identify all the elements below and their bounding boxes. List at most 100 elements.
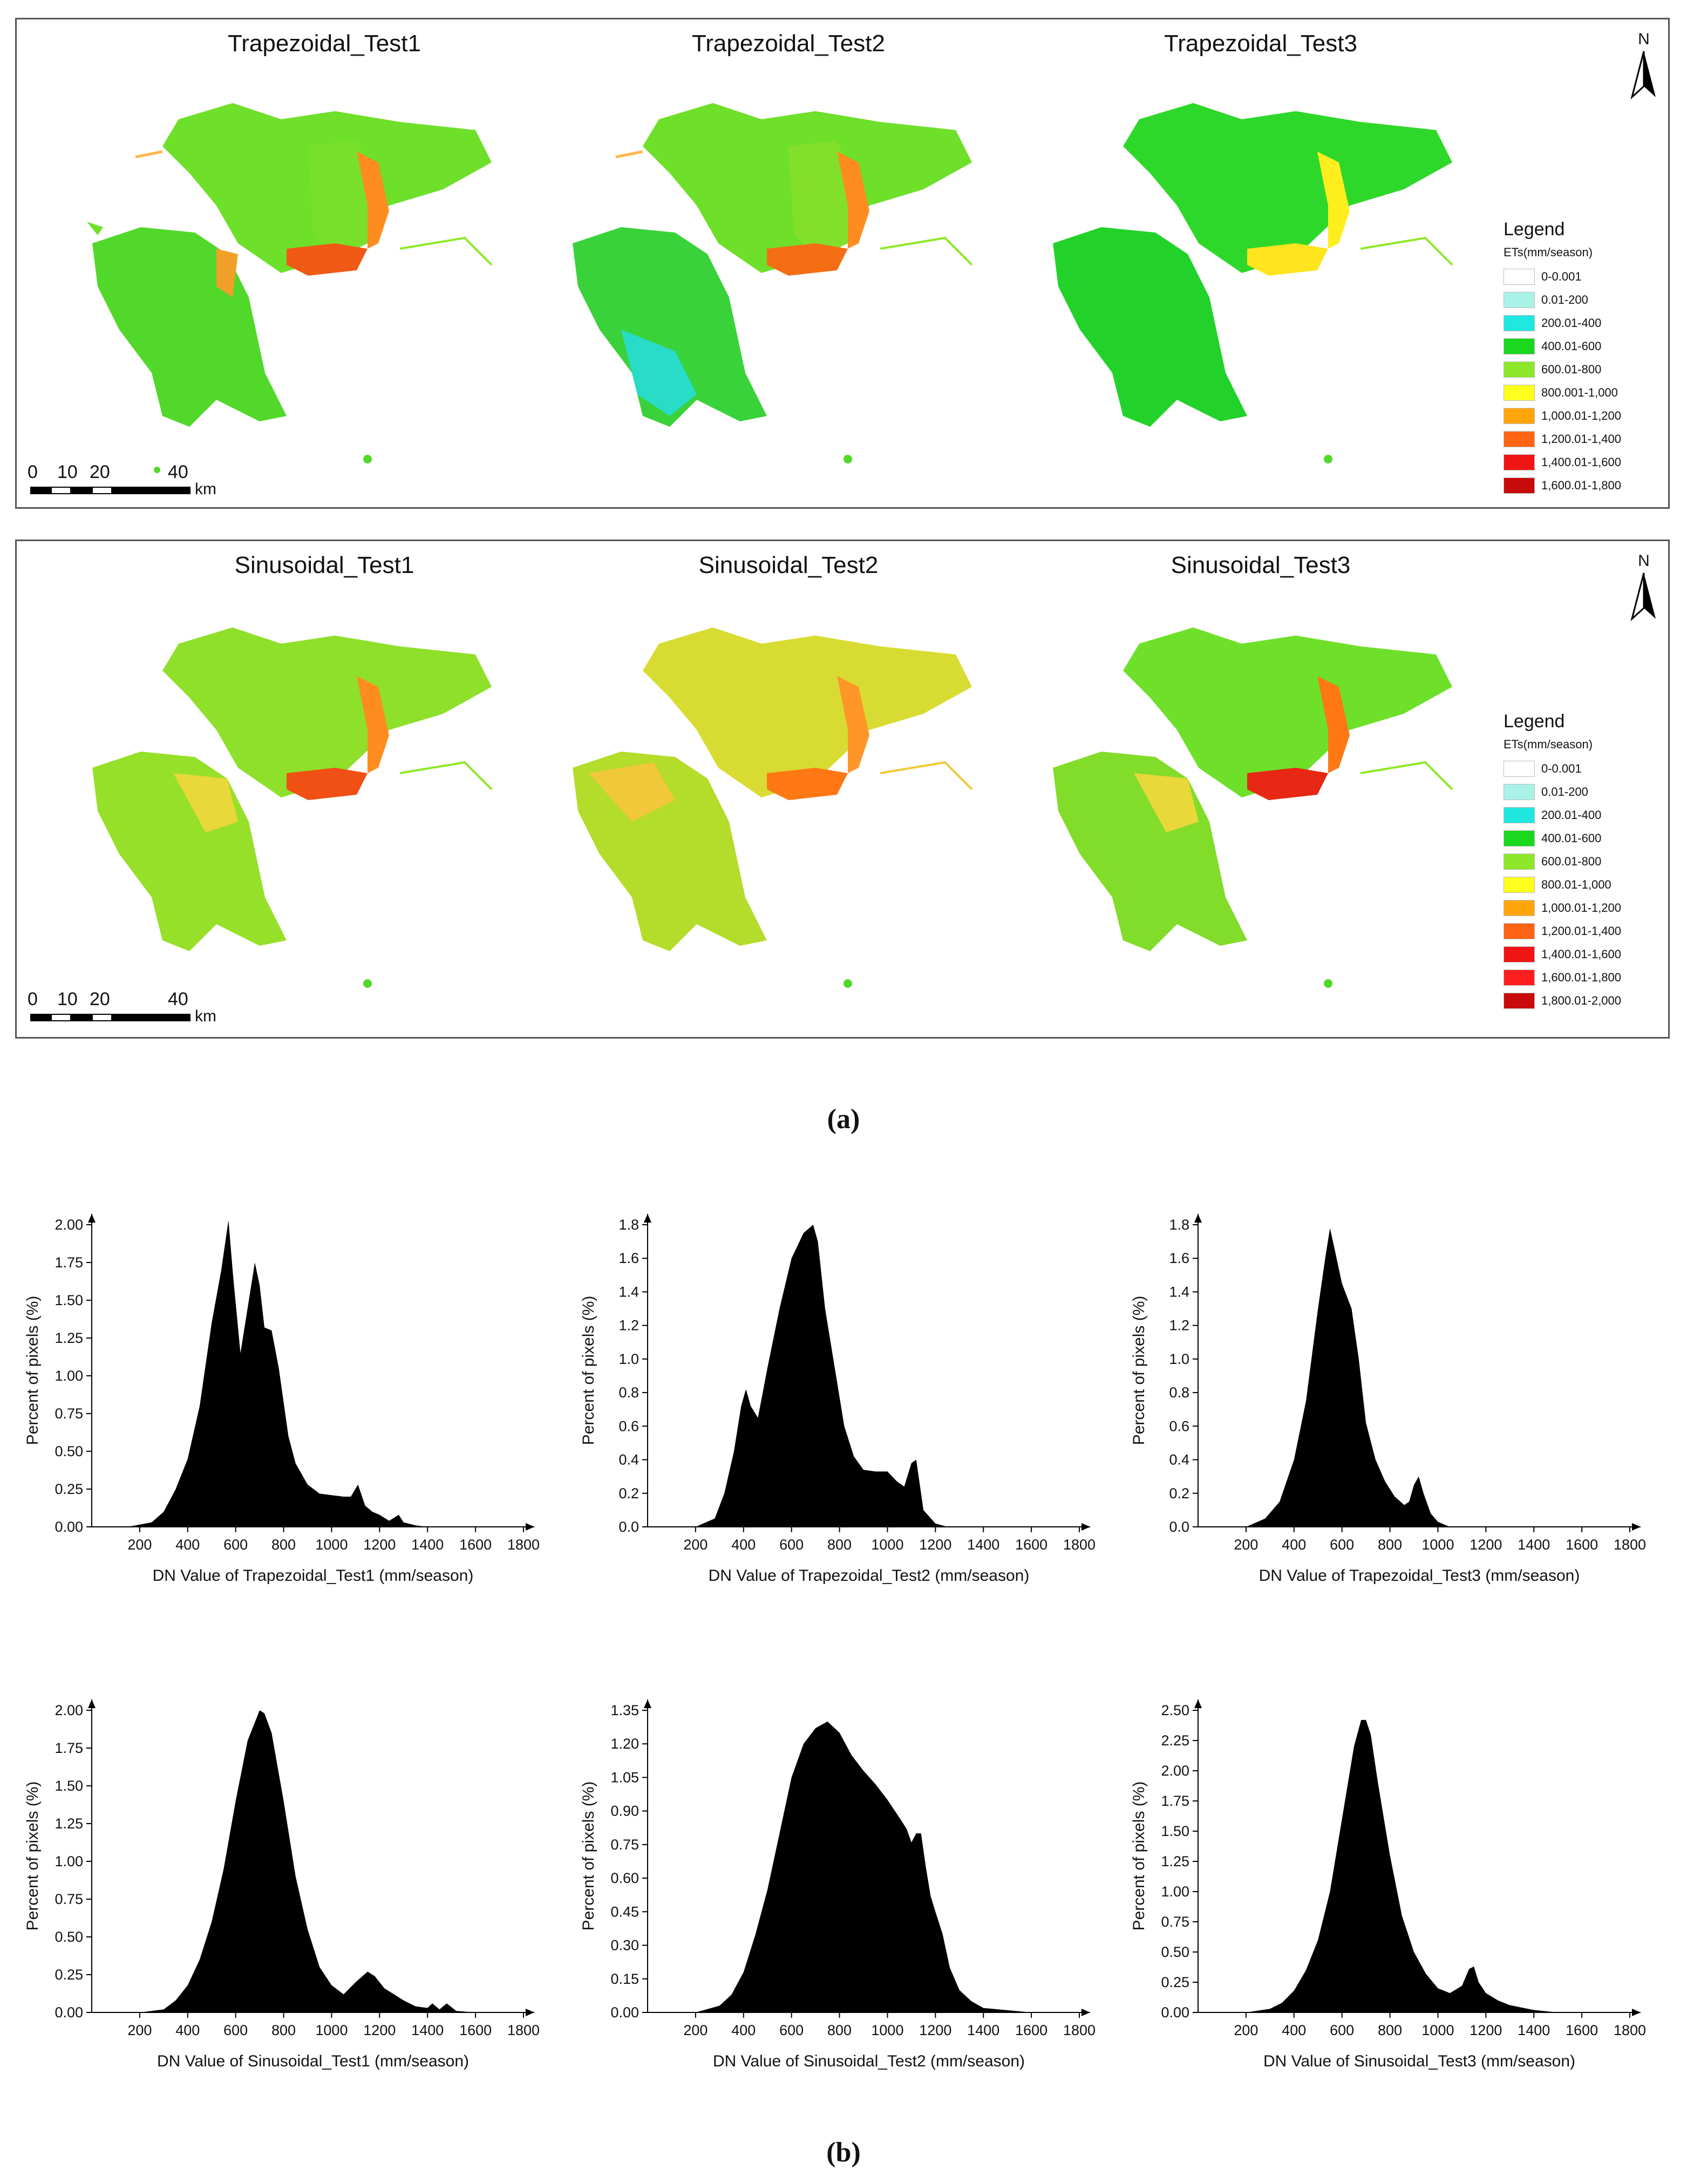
map-title-sinusoidal-test1: Sinusoidal_Test1	[234, 552, 414, 578]
x-tick-label: 1200	[363, 1537, 396, 1553]
x-axis-arrow-icon	[1632, 2009, 1641, 2016]
legend-label: 600.01-800	[1541, 854, 1602, 868]
y-tick-label: 1.0	[618, 1351, 639, 1367]
legend-item: 600.01-800	[1504, 850, 1665, 873]
legend-item: 0-0.001	[1504, 265, 1665, 288]
y-tick-label: 1.75	[55, 1254, 83, 1271]
y-tick-label: 0.00	[610, 2004, 639, 2021]
legend-swatch	[1504, 431, 1535, 447]
north-arrow-icon	[1630, 572, 1656, 622]
legend-item: 1,400.01-1,600	[1504, 943, 1665, 966]
histogram-area	[1246, 1228, 1450, 1527]
et-map-trapezoidal-test2	[573, 103, 973, 463]
legend-item: 1,200.01-1,400	[1504, 427, 1665, 451]
scale-label-20: 20	[90, 989, 110, 1009]
et-map-sinusoidal-test3	[1053, 627, 1453, 988]
y-tick-label: 1.05	[610, 1769, 639, 1785]
y-tick-label: 0.0	[618, 1519, 639, 1535]
legend-item: 0-0.001	[1504, 757, 1665, 780]
legend-label: 0-0.001	[1541, 761, 1582, 775]
legend-unit: ETs(mm/season)	[1504, 738, 1593, 751]
x-tick-label: 1600	[1015, 1537, 1047, 1553]
y-tick-label: 2.25	[1161, 1732, 1189, 1749]
legend-item: 1,800.01-2,000	[1504, 989, 1665, 1012]
x-tick-label: 1200	[363, 2022, 396, 2038]
legend-label: 1,600.01-1,800	[1541, 478, 1622, 492]
x-tick-label: 600	[779, 2022, 804, 2038]
legend-label: 0.01-200	[1541, 784, 1588, 798]
et-map-trapezoidal-test1	[87, 103, 493, 473]
histogram-area	[695, 1721, 1032, 2012]
x-tick-label: 1800	[507, 1537, 540, 1553]
map-title-trapezoidal-test2: Trapezoidal_Test2	[692, 30, 885, 57]
legend-swatch	[1504, 969, 1535, 986]
y-tick-label: 1.20	[610, 1736, 639, 1752]
y-tick-label: 1.75	[1161, 1793, 1189, 1809]
legend-bottom: Legend ETs(mm/season) 0-0.001 0.01-200 200…	[1504, 711, 1665, 1012]
y-axis-title: Percent of pixels (%)	[580, 1296, 597, 1445]
x-tick-label: 1200	[1470, 2022, 1502, 2038]
scale-label-20: 20	[90, 462, 110, 482]
x-tick-label: 1600	[1566, 1537, 1598, 1553]
legend-label: 1,000.01-1,200	[1541, 408, 1622, 422]
y-tick-label: 1.00	[55, 1368, 83, 1384]
y-tick-label: 0.50	[1161, 1944, 1189, 1960]
legend-item: 200.01-400	[1504, 803, 1665, 827]
x-tick-label: 1600	[459, 1537, 492, 1553]
legend-swatch	[1504, 783, 1535, 800]
legend-swatch	[1504, 992, 1535, 1009]
x-tick-label: 800	[827, 2022, 852, 2038]
north-arrow-icon	[1630, 51, 1656, 100]
x-tick-label: 600	[1330, 2022, 1354, 2038]
x-axis-title: DN Value of Trapezoidal_Test3 (mm/season…	[1259, 1567, 1580, 1585]
legend-label: 1,600.01-1,800	[1541, 970, 1622, 984]
y-tick-label: 2.00	[55, 1702, 83, 1718]
legend-label: 400.01-600	[1541, 339, 1602, 353]
caption-a: (a)	[827, 1104, 860, 1135]
y-axis-arrow-icon	[1194, 1700, 1202, 1708]
legend-item: 1,600.01-1,800	[1504, 966, 1665, 989]
x-tick-label: 1600	[459, 2022, 492, 2038]
x-tick-label: 800	[827, 1537, 852, 1553]
x-tick-label: 1200	[1470, 1537, 1502, 1553]
x-tick-label: 1000	[871, 1537, 903, 1553]
y-axis-arrow-icon	[644, 1214, 651, 1223]
legend-swatch	[1504, 923, 1535, 939]
y-tick-label: 0.00	[1161, 2004, 1189, 2021]
x-tick-label: 600	[223, 1537, 248, 1553]
y-tick-label: 0.90	[610, 1803, 639, 1819]
y-axis-arrow-icon	[88, 1214, 96, 1223]
y-tick-label: 1.4	[618, 1284, 639, 1300]
x-tick-label: 200	[1234, 2022, 1258, 2038]
histogram-trapezoidal-test3: 200 400 600 800 1000 1200 1400 1600 1800 0.0 0.2 0.…	[1123, 1192, 1662, 1619]
et-map-sinusoidal-test1	[92, 627, 493, 988]
map-panel-sinusoidal: Sinusoidal_Test1 Sinusoidal_Test2 Sinuso…	[15, 540, 1670, 1039]
north-label: N	[1638, 552, 1650, 570]
x-axis-arrow-icon	[1081, 1523, 1090, 1531]
x-tick-label: 1800	[1614, 1537, 1646, 1553]
y-axis-title: Percent of pixels (%)	[24, 1782, 42, 1931]
legend-label: 200.01-400	[1541, 808, 1602, 822]
y-tick-label: 0.25	[55, 1481, 83, 1497]
histogram-area	[1246, 1719, 1558, 2012]
map-title-sinusoidal-test3: Sinusoidal_Test3	[1171, 552, 1351, 578]
x-tick-label: 1000	[315, 1537, 348, 1553]
map-title-trapezoidal-test3: Trapezoidal_Test3	[1164, 30, 1357, 57]
y-tick-label: 1.25	[55, 1330, 83, 1346]
legend-label: 600.01-800	[1541, 362, 1602, 376]
x-tick-label: 200	[127, 2022, 152, 2038]
x-tick-label: 400	[731, 2022, 756, 2038]
legend-swatch	[1504, 807, 1535, 823]
x-axis-title: DN Value of Trapezoidal_Test1 (mm/season…	[153, 1567, 474, 1585]
y-axis-title: Percent of pixels (%)	[1130, 1296, 1148, 1445]
x-axis-title: DN Value of Sinusoidal_Test3 (mm/season)	[1263, 2052, 1575, 2070]
scale-label-0: 0	[28, 462, 38, 482]
x-tick-label: 1200	[919, 1537, 951, 1553]
y-tick-label: 1.6	[618, 1250, 639, 1266]
x-tick-label: 400	[1282, 2022, 1306, 2038]
y-tick-label: 0.75	[1161, 1914, 1189, 1930]
legend-item: 1,000.01-1,200	[1504, 404, 1665, 427]
x-axis-arrow-icon	[526, 1523, 534, 1531]
y-tick-label: 0.45	[610, 1903, 639, 1920]
legend-item: 400.01-600	[1504, 827, 1665, 850]
